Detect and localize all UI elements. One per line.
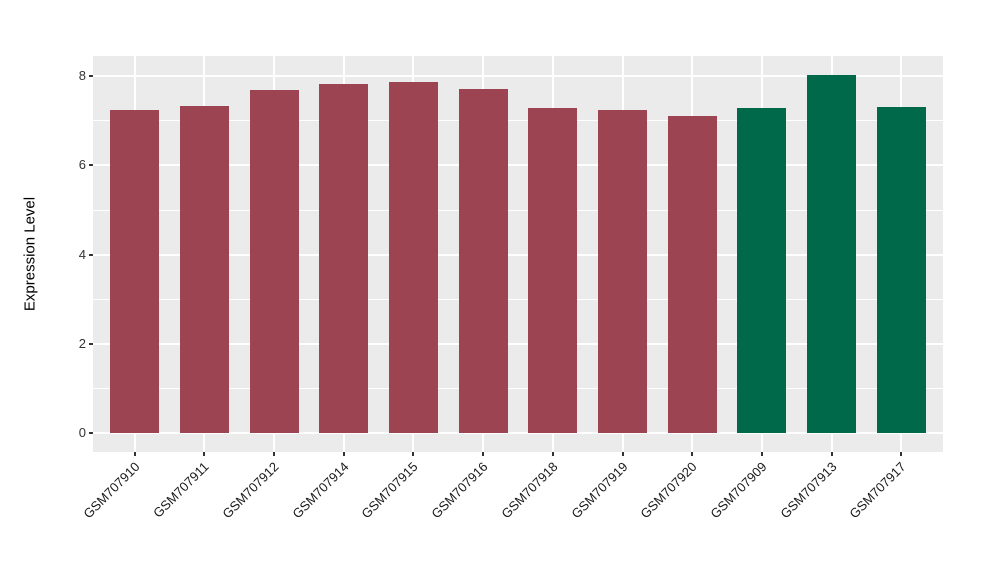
x-tick-label-text: GSM707916 [428,459,491,522]
x-tick-label-text: GSM707918 [498,459,561,522]
y-tick-mark [89,342,93,345]
y-tick-mark [89,253,93,256]
bar-GSM707909 [737,107,787,434]
x-tick-mark [133,452,136,456]
x-tick-label-text: GSM707913 [776,459,840,522]
bar-GSM707919 [598,110,647,434]
gridline-y-major [93,432,943,435]
bar-GSM707912 [249,89,299,434]
bar-GSM707913 [807,74,856,434]
gridline-y-minor [93,120,943,122]
x-tick-mark [760,452,763,456]
x-tick-mark [342,452,345,456]
y-tick-mark [89,432,93,435]
x-tick-mark [412,452,415,456]
bar-GSM707918 [528,108,578,434]
gridline-y-major [93,342,943,345]
bar-GSM707914 [319,83,369,434]
x-tick-mark [203,452,206,456]
gridline-y-major [93,75,943,78]
bar-GSM707917 [876,106,926,434]
x-tick-mark [691,452,694,456]
bar-GSM707920 [667,116,717,434]
y-axis-title: Expression Level [21,196,39,312]
bar-GSM707910 [110,110,160,434]
x-tick-mark [551,452,554,456]
x-tick-label-text: GSM707910 [80,459,143,522]
x-tick-label-text: GSM707915 [358,459,422,522]
gridline-y-major [93,253,943,256]
x-tick-mark [900,452,903,456]
bar-GSM707916 [458,89,508,434]
x-tick-label-text: GSM707911 [150,459,213,521]
y-tick-label: 4 [78,246,86,262]
x-tick-label-text: GSM707920 [637,459,700,522]
x-tick-mark [621,452,624,456]
y-tick-mark [89,164,93,167]
x-tick-label-text: GSM707909 [707,459,770,522]
gridline-y-minor [93,298,943,300]
x-tick-mark [273,452,276,456]
x-tick-label-text: GSM707917 [846,459,909,522]
bar-GSM707915 [389,81,438,434]
x-tick-mark [482,452,485,456]
y-tick-label: 0 [78,425,86,441]
x-tick-mark [830,452,833,456]
bar-GSM707911 [180,106,229,434]
gridline-y-major [93,164,943,167]
x-tick-label-text: GSM707912 [219,459,282,522]
gridline-y-minor [93,209,943,211]
y-tick-label: 6 [78,157,86,173]
y-tick-mark [89,75,93,78]
y-tick-label: 2 [78,335,86,351]
y-tick-label: 8 [78,68,86,84]
x-tick-label-text: GSM707919 [567,459,631,522]
gridline-y-minor [93,388,943,390]
x-tick-label-text: GSM707914 [289,459,352,522]
